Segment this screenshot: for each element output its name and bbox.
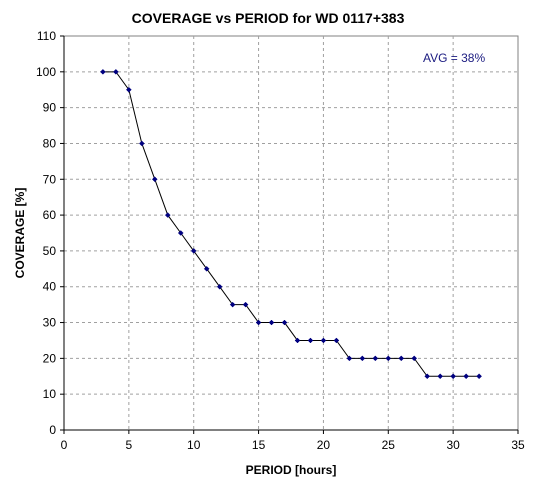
y-tick-label: 30 — [43, 316, 57, 330]
data-point — [476, 373, 482, 380]
data-point — [268, 319, 275, 326]
chart-title: COVERAGE vs PERIOD for WD 0117+383 — [132, 10, 405, 26]
data-point — [411, 355, 418, 362]
data-point — [463, 373, 469, 380]
x-axis-label: PERIOD [hours] — [246, 463, 337, 477]
data-point — [333, 337, 340, 344]
x-tick-label: 10 — [187, 438, 201, 452]
data-point — [229, 301, 236, 308]
data-point — [424, 373, 431, 380]
y-tick-label: 60 — [43, 208, 57, 222]
y-tick-label: 80 — [43, 136, 57, 150]
series-line — [102, 71, 480, 377]
y-tick-label: 20 — [43, 351, 57, 365]
x-tick-label: 25 — [382, 438, 396, 452]
plot-area — [63, 35, 519, 431]
y-tick-label: 110 — [37, 29, 56, 43]
data-point — [385, 355, 392, 362]
axes: 0 10 20 30 40 50 60 70 80 90 100 110 0 5 10 15 20 25 30 35 — [36, 29, 525, 452]
y-tick-label: 50 — [43, 244, 57, 258]
data-point — [307, 337, 314, 344]
data-point — [126, 86, 132, 93]
data-point — [294, 337, 301, 344]
data-point — [320, 337, 327, 344]
data-point — [177, 230, 184, 236]
data-point — [190, 248, 197, 254]
data-point — [398, 355, 405, 362]
y-tick-label: 40 — [43, 280, 57, 294]
data-point — [151, 176, 158, 183]
x-tick-label: 0 — [61, 438, 68, 452]
y-axis-label: COVERAGE [%] — [13, 188, 27, 279]
x-tick-label: 35 — [511, 438, 525, 452]
data-point — [255, 319, 262, 326]
data-point — [138, 140, 145, 147]
data-point — [113, 68, 119, 75]
average-annotation: AVG = 38% — [423, 51, 485, 65]
data-point — [242, 301, 249, 308]
data-point — [437, 373, 444, 380]
data-point — [100, 68, 106, 75]
x-tick-label: 15 — [252, 438, 266, 452]
x-tick-label: 20 — [317, 438, 331, 452]
y-tick-label: 70 — [43, 172, 57, 186]
y-tick-label: 0 — [49, 423, 56, 437]
x-tick-label: 30 — [446, 438, 460, 452]
data-point — [203, 265, 210, 272]
y-tick-label: 10 — [43, 387, 57, 401]
data-point — [164, 212, 171, 218]
data-point — [359, 355, 366, 362]
data-point — [281, 319, 288, 326]
y-tick-label: 100 — [36, 65, 56, 79]
data-point — [450, 373, 456, 380]
data-series — [100, 68, 482, 380]
data-point — [216, 283, 223, 290]
y-tick-label: 90 — [43, 101, 57, 115]
gridlines — [64, 36, 518, 430]
x-tick-label: 5 — [126, 438, 133, 452]
data-point — [372, 355, 379, 362]
data-point — [346, 355, 353, 362]
